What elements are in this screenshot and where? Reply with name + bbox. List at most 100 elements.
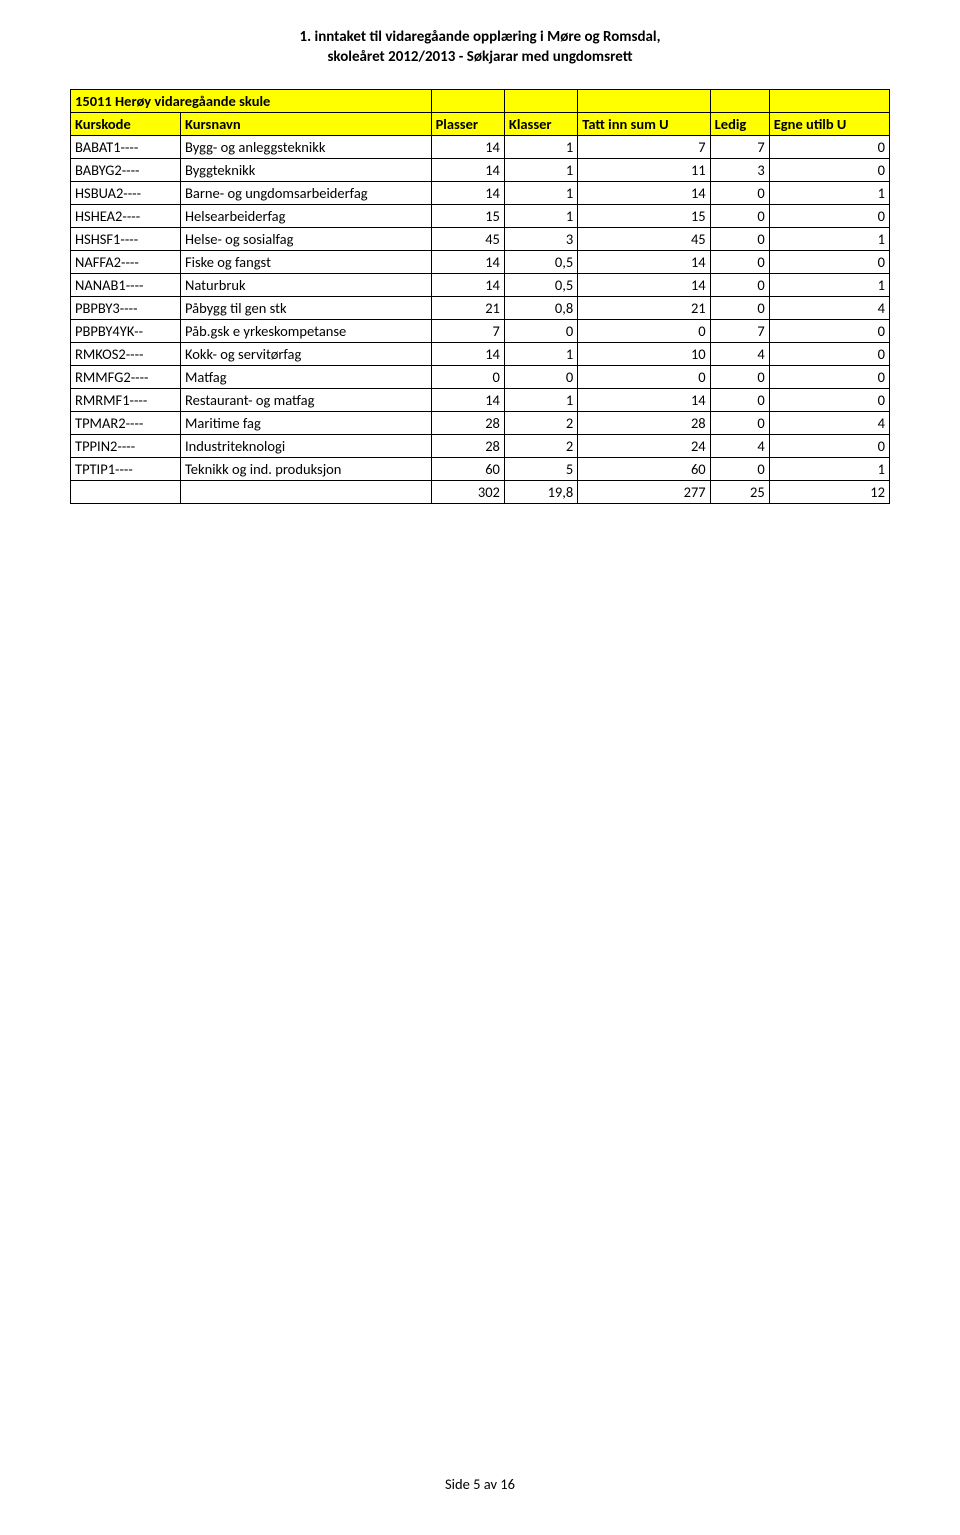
cell-code: BABYG2---- [71, 159, 181, 182]
cell-plasser: 14 [431, 182, 504, 205]
empty-cell [710, 90, 769, 113]
table-row: NANAB1----Naturbruk140,51401 [71, 274, 890, 297]
empty-cell [769, 90, 889, 113]
cell-ledig: 4 [710, 343, 769, 366]
cell-klasser: 0 [504, 366, 577, 389]
cell-plasser: 14 [431, 136, 504, 159]
cell-code: TPTIP1---- [71, 458, 181, 481]
table-totals-row: 30219,82772512 [71, 481, 890, 504]
cell-name: Helsearbeiderfag [181, 205, 432, 228]
cell-ledig: 0 [710, 458, 769, 481]
cell-plasser: 14 [431, 389, 504, 412]
empty-cell [71, 481, 181, 504]
total-plasser: 302 [431, 481, 504, 504]
cell-klasser: 1 [504, 182, 577, 205]
cell-ledig: 4 [710, 435, 769, 458]
cell-code: HSHSF1---- [71, 228, 181, 251]
cell-utilb: 0 [769, 205, 889, 228]
page-header: 1. inntaket til vidaregåande opplæring i… [70, 28, 890, 67]
cell-sum: 7 [578, 136, 710, 159]
cell-plasser: 21 [431, 297, 504, 320]
cell-utilb: 1 [769, 458, 889, 481]
table-row: HSHSF1----Helse- og sosialfag4534501 [71, 228, 890, 251]
cell-name: Påbygg til gen stk [181, 297, 432, 320]
table-row: HSBUA2----Barne- og ungdomsarbeiderfag14… [71, 182, 890, 205]
col-klasser: Klasser [504, 113, 577, 136]
cell-utilb: 0 [769, 343, 889, 366]
cell-klasser: 1 [504, 159, 577, 182]
cell-klasser: 0,5 [504, 251, 577, 274]
table-row: TPTIP1----Teknikk og ind. produksjon6056… [71, 458, 890, 481]
cell-code: HSHEA2---- [71, 205, 181, 228]
total-sum: 277 [578, 481, 710, 504]
cell-name: Teknikk og ind. produksjon [181, 458, 432, 481]
cell-ledig: 7 [710, 136, 769, 159]
cell-utilb: 0 [769, 136, 889, 159]
cell-code: NAFFA2---- [71, 251, 181, 274]
course-table: 15011 Herøy vidaregåande skule Kurskode … [70, 89, 890, 504]
total-utilb: 12 [769, 481, 889, 504]
col-utilb: Egne utilb U [769, 113, 889, 136]
cell-sum: 24 [578, 435, 710, 458]
cell-utilb: 0 [769, 320, 889, 343]
cell-ledig: 3 [710, 159, 769, 182]
col-plasser: Plasser [431, 113, 504, 136]
cell-code: NANAB1---- [71, 274, 181, 297]
cell-name: Industriteknologi [181, 435, 432, 458]
cell-klasser: 1 [504, 389, 577, 412]
cell-klasser: 1 [504, 343, 577, 366]
table-row: BABAT1----Bygg- og anleggsteknikk141770 [71, 136, 890, 159]
table-title-row: 15011 Herøy vidaregåande skule [71, 90, 890, 113]
cell-klasser: 2 [504, 412, 577, 435]
table-row: TPPIN2----Industriteknologi2822440 [71, 435, 890, 458]
cell-name: Restaurant- og matfag [181, 389, 432, 412]
cell-code: TPPIN2---- [71, 435, 181, 458]
cell-plasser: 14 [431, 343, 504, 366]
cell-utilb: 4 [769, 412, 889, 435]
cell-plasser: 28 [431, 412, 504, 435]
cell-code: PBPBY4YK-- [71, 320, 181, 343]
table-row: RMKOS2----Kokk- og servitørfag1411040 [71, 343, 890, 366]
header-line-2: skoleåret 2012/2013 - Søkjarar med ungdo… [70, 48, 890, 68]
cell-code: RMRMF1---- [71, 389, 181, 412]
cell-sum: 0 [578, 366, 710, 389]
empty-cell [504, 90, 577, 113]
cell-klasser: 1 [504, 136, 577, 159]
cell-sum: 0 [578, 320, 710, 343]
col-sum: Tatt inn sum U [578, 113, 710, 136]
cell-ledig: 0 [710, 228, 769, 251]
table-row: TPMAR2----Maritime fag2822804 [71, 412, 890, 435]
cell-name: Maritime fag [181, 412, 432, 435]
cell-ledig: 0 [710, 389, 769, 412]
cell-name: Barne- og ungdomsarbeiderfag [181, 182, 432, 205]
cell-utilb: 0 [769, 251, 889, 274]
cell-code: BABAT1---- [71, 136, 181, 159]
cell-code: TPMAR2---- [71, 412, 181, 435]
cell-sum: 14 [578, 389, 710, 412]
col-ledig: Ledig [710, 113, 769, 136]
cell-code: PBPBY3---- [71, 297, 181, 320]
cell-klasser: 5 [504, 458, 577, 481]
cell-plasser: 0 [431, 366, 504, 389]
cell-ledig: 0 [710, 274, 769, 297]
empty-cell [431, 90, 504, 113]
cell-ledig: 0 [710, 251, 769, 274]
cell-plasser: 14 [431, 251, 504, 274]
cell-plasser: 14 [431, 274, 504, 297]
cell-ledig: 7 [710, 320, 769, 343]
cell-name: Påb.gsk e yrkeskompetanse [181, 320, 432, 343]
cell-utilb: 1 [769, 182, 889, 205]
cell-klasser: 2 [504, 435, 577, 458]
col-name: Kursnavn [181, 113, 432, 136]
cell-utilb: 1 [769, 274, 889, 297]
cell-name: Byggteknikk [181, 159, 432, 182]
page-footer: Side 5 av 16 [0, 1475, 960, 1493]
table-row: BABYG2----Byggteknikk1411130 [71, 159, 890, 182]
table-header-row: Kurskode Kursnavn Plasser Klasser Tatt i… [71, 113, 890, 136]
cell-code: RMMFG2---- [71, 366, 181, 389]
cell-sum: 15 [578, 205, 710, 228]
empty-cell [578, 90, 710, 113]
table-row: HSHEA2----Helsearbeiderfag1511500 [71, 205, 890, 228]
cell-sum: 11 [578, 159, 710, 182]
cell-klasser: 0,5 [504, 274, 577, 297]
